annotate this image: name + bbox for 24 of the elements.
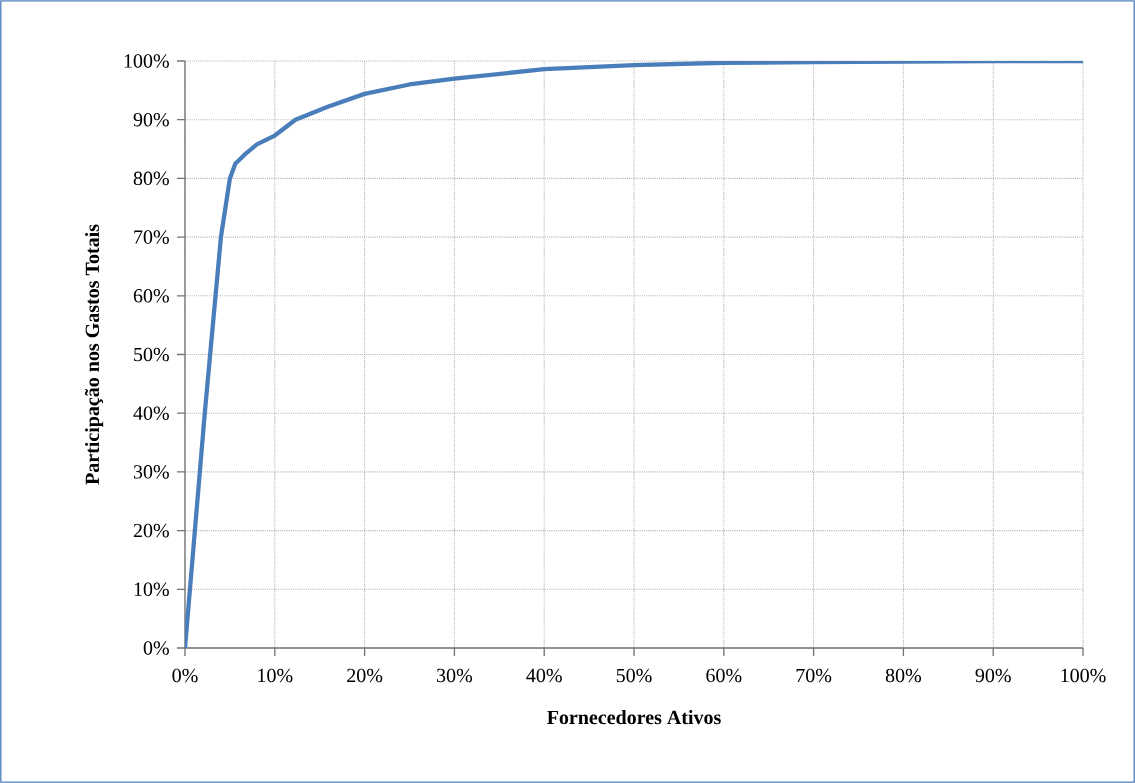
y-tick-label: 50%: [134, 347, 169, 362]
x-tick-label: 70%: [796, 668, 832, 683]
x-tick-label: 80%: [885, 668, 922, 683]
y-tick-label: 10%: [134, 582, 169, 597]
y-tick-label: 60%: [133, 289, 169, 303]
y-tick-label: 0%: [143, 641, 169, 655]
y-tick-label: 30%: [133, 465, 169, 479]
x-tick-label: 50%: [616, 668, 652, 683]
x-tick-label: 60%: [706, 668, 742, 683]
y-tick-label: 40%: [133, 406, 169, 420]
x-tick-label: 10%: [258, 668, 293, 683]
x-axis-title: Fornecedores Ativos: [547, 710, 721, 725]
y-tick-label: 100%: [124, 54, 169, 68]
x-tick-label: 100%: [1061, 668, 1106, 683]
x-tick-label: 0%: [172, 668, 198, 683]
y-tick-label: 90%: [133, 112, 169, 127]
x-tick-label: 30%: [437, 668, 473, 683]
y-tick-label: 20%: [133, 523, 169, 538]
y-tick-label: 70%: [134, 230, 169, 244]
y-axis-title: Participação nos Gastos Totais: [84, 224, 104, 485]
x-tick-label: 90%: [975, 668, 1011, 683]
x-tick-label: 20%: [347, 668, 383, 683]
x-tick-label: 40%: [526, 668, 562, 683]
y-tick-label: 80%: [133, 171, 169, 186]
